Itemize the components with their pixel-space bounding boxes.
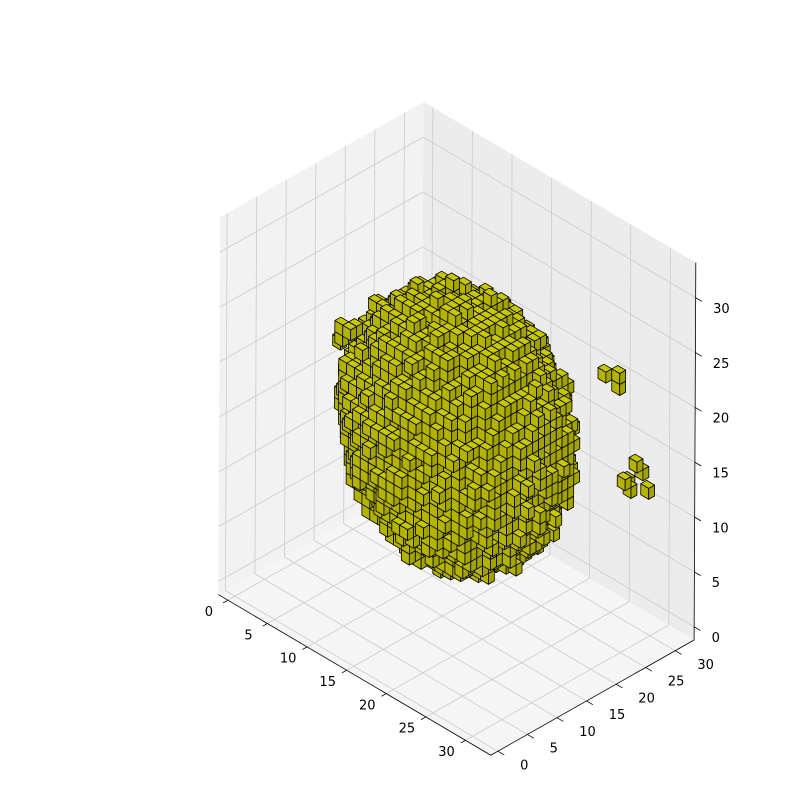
voxel xyxy=(338,354,354,375)
grid-floor-x xyxy=(465,624,669,741)
grid-back-x xyxy=(668,247,671,626)
grid-back-z xyxy=(422,191,696,353)
grid-left-y xyxy=(313,162,317,541)
grid-floor-y xyxy=(343,523,617,685)
grid-back-x xyxy=(628,224,632,602)
grid-back-z xyxy=(422,246,696,408)
z-axis-line xyxy=(693,262,697,640)
grid-floor-y xyxy=(284,556,558,719)
pane-floor xyxy=(218,479,695,756)
grid-floor-y xyxy=(313,539,587,702)
voxels xyxy=(332,270,655,585)
grid-floor-x xyxy=(386,577,590,694)
voxel-face xyxy=(547,508,563,518)
grid-back-z xyxy=(422,136,696,299)
voxel xyxy=(640,479,655,500)
grid-floor-y xyxy=(254,573,528,735)
y-axis-line xyxy=(490,639,695,756)
grid-left-y xyxy=(224,213,228,591)
x-axis-line xyxy=(218,594,491,756)
voxel xyxy=(342,321,358,342)
grid-left-z xyxy=(219,191,424,308)
grid-left-z xyxy=(219,246,423,363)
grid-floor-y xyxy=(225,590,499,752)
voxel-face xyxy=(457,276,472,286)
grid-left-y xyxy=(254,196,258,574)
axis-lines xyxy=(218,262,697,756)
voxel-face xyxy=(342,321,358,331)
grid-left-z xyxy=(219,136,424,253)
grid-left-y xyxy=(284,179,287,558)
voxel-face xyxy=(640,479,655,489)
grid-floor-x xyxy=(425,601,630,718)
grid-back-x xyxy=(589,200,592,579)
